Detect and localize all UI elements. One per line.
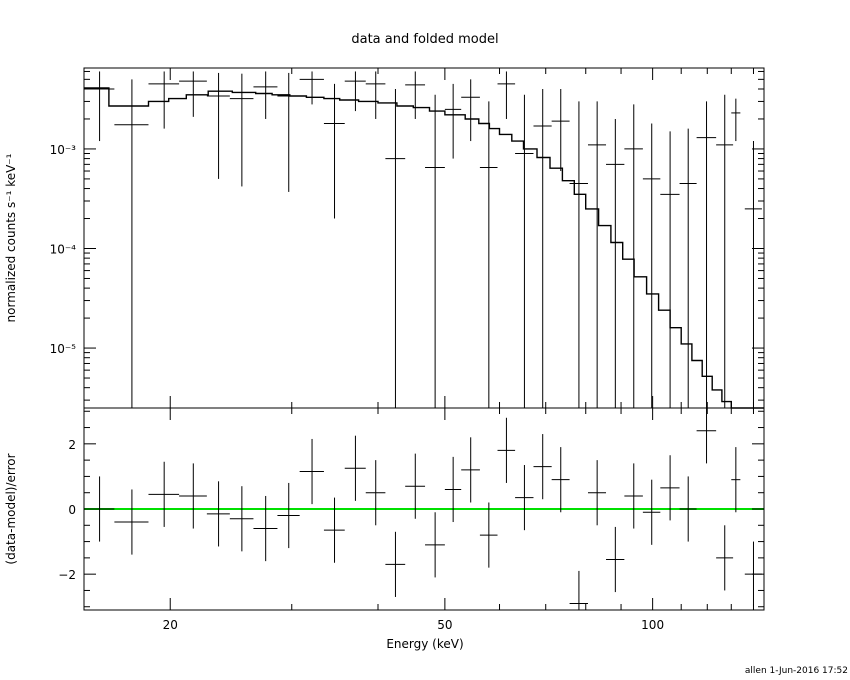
residual-point — [551, 447, 570, 513]
residual-point — [461, 437, 480, 503]
residual-point — [533, 434, 552, 500]
data-point — [425, 94, 445, 408]
data-point — [323, 83, 345, 219]
chart-title: data and folded model — [351, 32, 498, 47]
residual-point — [253, 495, 278, 562]
residual-point — [587, 460, 607, 526]
data-point — [114, 79, 149, 408]
data-point — [696, 101, 717, 408]
residuals-y-ticks: 2 0 −2 — [58, 410, 764, 608]
residual-point — [114, 489, 149, 555]
x-tick-label: 20 — [163, 618, 178, 632]
residuals-y-axis-label: (data-model)/error — [4, 453, 18, 564]
model-step-curve — [84, 87, 764, 409]
data-point — [515, 94, 534, 408]
y-tick-label: −2 — [58, 568, 76, 582]
data-point — [253, 71, 278, 119]
residual-point — [479, 502, 498, 568]
data-point — [731, 98, 741, 142]
residual-point — [497, 417, 516, 483]
residual-point — [624, 463, 643, 529]
residual-point — [515, 465, 534, 531]
residual-point — [716, 525, 734, 591]
spectrum-panel: 10⁻³ 10⁻⁴ 10⁻⁵ — [50, 67, 765, 409]
data-point — [569, 101, 588, 408]
spectrum-frame — [83, 67, 765, 409]
model-curve — [84, 87, 764, 409]
y-tick-label: 10⁻⁵ — [50, 342, 77, 356]
y-tick-label: 10⁻³ — [50, 143, 77, 157]
residual-point — [696, 408, 717, 464]
residual-point — [229, 486, 254, 552]
data-point — [365, 71, 386, 119]
data-point — [277, 72, 300, 192]
data-point — [587, 101, 607, 408]
residual-point — [277, 482, 300, 549]
y-tick-label: 10⁻⁴ — [50, 242, 77, 256]
x-axis-label: Energy (keV) — [386, 637, 463, 651]
residual-point — [323, 497, 345, 563]
data-point — [606, 118, 625, 408]
spectrum-data-points — [84, 71, 762, 408]
residual-point — [606, 526, 625, 593]
residual-point — [569, 570, 588, 610]
data-point — [206, 72, 230, 179]
data-point — [461, 79, 480, 142]
residual-point — [405, 453, 426, 519]
spectrum-y-axis-label: normalized counts s⁻¹ keV⁻¹ — [4, 153, 18, 322]
spectrum-x-ticks — [169, 68, 754, 408]
data-point — [148, 71, 180, 129]
data-point — [624, 104, 643, 408]
y-tick-label: 2 — [68, 438, 76, 452]
residual-point — [148, 461, 180, 527]
data-point — [479, 101, 498, 408]
data-point — [385, 88, 406, 408]
residual-point — [679, 476, 697, 542]
residual-point — [385, 531, 406, 597]
data-point — [533, 88, 552, 408]
residual-point — [365, 460, 386, 526]
data-point — [551, 88, 570, 172]
data-point — [660, 131, 680, 408]
residual-point — [731, 447, 741, 513]
residual-point — [179, 463, 207, 529]
residuals-panel: 20−2 20 50 100 — [58, 407, 765, 632]
y-tick-label: 0 — [68, 503, 76, 517]
spectrum-y-ticks: 10⁻³ 10⁻⁴ 10⁻⁵ — [50, 70, 764, 401]
residual-point — [344, 435, 366, 501]
data-point — [405, 71, 426, 119]
residual-point — [206, 481, 230, 547]
data-point — [179, 71, 207, 117]
x-tick-label: 100 — [641, 618, 664, 632]
data-point — [497, 71, 516, 119]
x-tick-label: 50 — [437, 618, 452, 632]
residual-point — [444, 456, 462, 523]
residual-point — [425, 512, 445, 578]
residual-point — [642, 479, 661, 545]
residual-point — [299, 438, 324, 505]
data-point — [444, 83, 462, 159]
data-point — [744, 141, 762, 408]
residual-point — [660, 455, 680, 521]
data-point — [229, 73, 254, 187]
data-point — [344, 71, 366, 112]
data-point — [679, 128, 697, 408]
data-point — [716, 94, 734, 408]
footer-stamp: allen 1-Jun-2016 17:52 — [745, 666, 848, 676]
data-point — [299, 71, 324, 105]
data-point — [642, 123, 661, 408]
residuals-x-ticks: 20 50 100 — [163, 408, 754, 632]
